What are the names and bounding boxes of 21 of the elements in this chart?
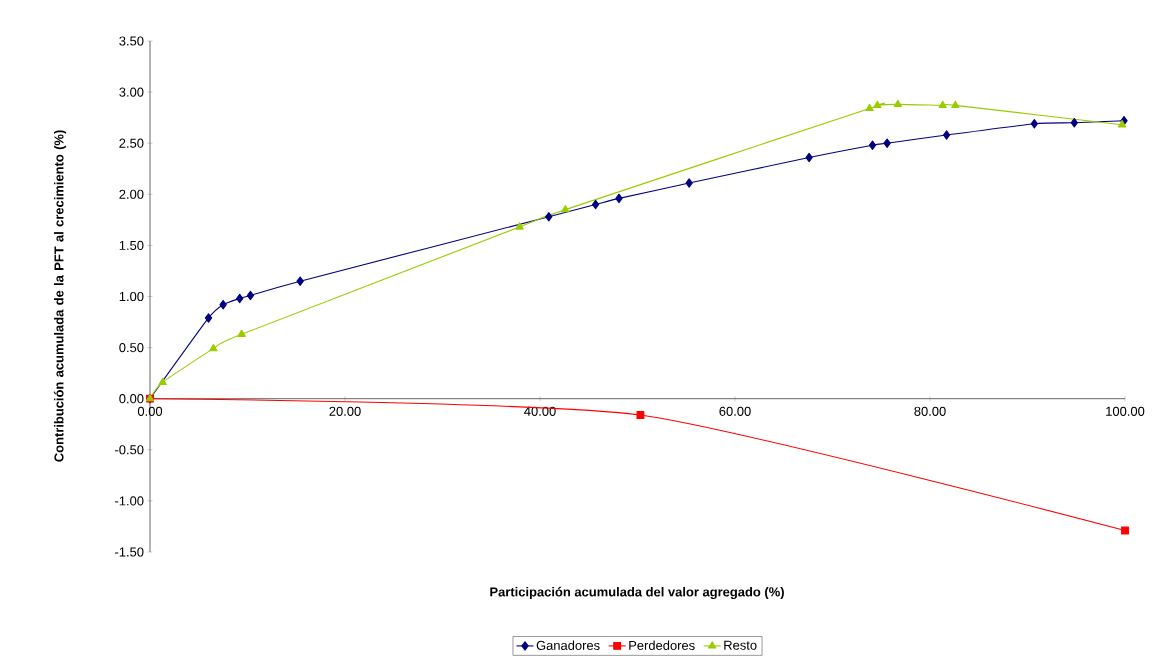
y-tick-label: -0.50	[115, 445, 144, 455]
y-tick-label: 1.50	[119, 240, 144, 250]
x-tick-label: 0.00	[137, 406, 163, 416]
y-tick-label: -1.50	[115, 547, 144, 557]
x-tick-label: 60.00	[719, 406, 751, 416]
y-tick-label: 0.50	[119, 343, 144, 353]
legend-label: Resto	[724, 640, 757, 650]
y-tick-label: 1.00	[119, 291, 144, 302]
y-tick-label: 2.00	[119, 189, 144, 199]
y-tick-label: 3.50	[119, 36, 144, 46]
x-tick-label: 80.00	[914, 406, 946, 416]
legend-label: Perdedores	[629, 640, 695, 650]
y-tick-label: 2.50	[119, 138, 144, 148]
y-tick-label: 3.00	[119, 87, 144, 97]
legend-label: Ganadores	[536, 640, 600, 650]
x-tick-label: 100.00	[1106, 406, 1145, 416]
x-axis-title: Participación acumulada del valor agregado (%)	[490, 586, 784, 600]
y-axis-title: Contribución acumulada de la PFT al crecimiento (%)	[53, 130, 67, 462]
y-tick-label: -1.00	[115, 496, 144, 506]
x-tick-label: 20.00	[329, 406, 361, 416]
y-tick-label: 0.00	[119, 394, 144, 404]
